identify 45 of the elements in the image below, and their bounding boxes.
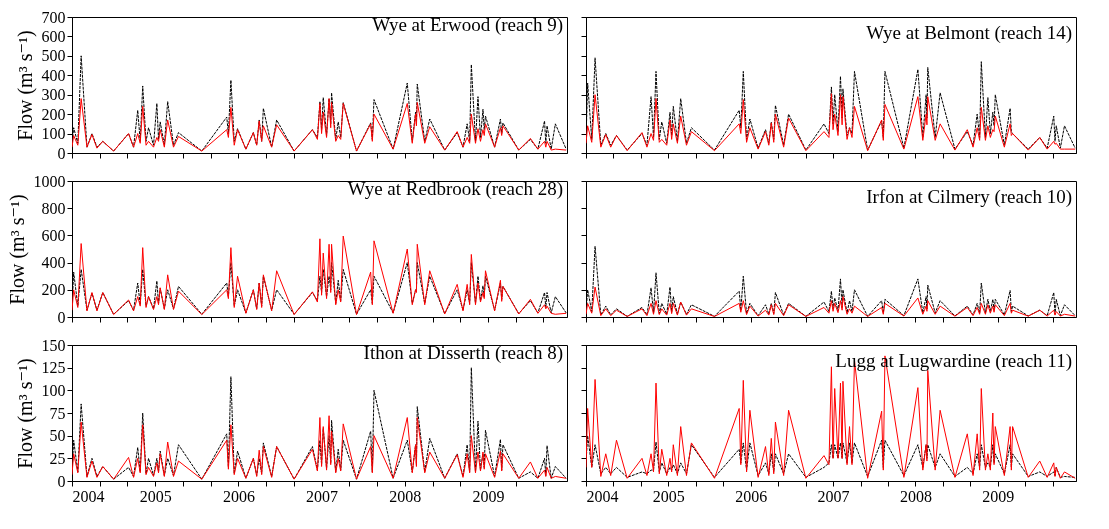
y-tick-label: 50 <box>49 427 66 445</box>
chart-title: Irfon at Cilmery (reach 10) <box>866 185 1072 208</box>
chart-title: Wye at Erwood (reach 9) <box>372 14 563 36</box>
x-tick-label: 2007 <box>817 487 850 505</box>
y-tick-label: 0 <box>57 472 66 490</box>
y-tick-label: 500 <box>41 47 66 65</box>
x-tick-label: 2009 <box>472 487 505 505</box>
line-series <box>72 367 567 480</box>
x-tick-label: 2005 <box>139 487 172 505</box>
y-axis-title: Flow (m³ s⁻¹) <box>5 194 29 305</box>
y-axis-title: Flow (m³ s⁻¹) <box>13 358 37 469</box>
x-tick-label: 2009 <box>982 487 1015 505</box>
y-tick-label: 0 <box>57 308 66 326</box>
line-series <box>72 415 567 480</box>
y-tick-label: 200 <box>41 105 66 123</box>
x-tick-label: 2006 <box>222 487 255 505</box>
y-tick-label: 400 <box>41 66 66 84</box>
y-tick-label: 75 <box>49 404 66 422</box>
y-tick-label: 1000 <box>33 172 66 190</box>
y-tick-label: 400 <box>41 254 66 272</box>
y-tick-label: 800 <box>41 199 66 217</box>
x-tick-label: 2008 <box>389 487 422 505</box>
x-tick-label: 2008 <box>899 487 932 505</box>
y-tick-label: 700 <box>41 8 66 26</box>
x-tick-label: 2007 <box>306 487 339 505</box>
y-tick-label: 150 <box>41 336 66 354</box>
y-tick-label: 200 <box>41 281 66 299</box>
y-tick-label: 100 <box>41 381 66 399</box>
x-tick-label: 2004 <box>72 487 105 505</box>
line-series <box>72 235 567 316</box>
line-series <box>72 98 567 152</box>
y-tick-label: 125 <box>41 359 66 377</box>
y-tick-label: 300 <box>41 86 66 104</box>
x-tick-label: 2006 <box>735 487 768 505</box>
chart-title: Ithon at Disserth (reach 8) <box>363 342 563 364</box>
y-tick-label: 25 <box>49 449 66 467</box>
y-tick-label: 0 <box>57 144 66 162</box>
chart-title: Wye at Belmont (reach 14) <box>866 21 1072 44</box>
y-tick-label: 600 <box>41 226 66 244</box>
y-axis-title: Flow (m³ s⁻¹) <box>13 30 37 141</box>
y-tick-label: 100 <box>41 125 66 143</box>
y-tick-label: 600 <box>41 27 66 45</box>
chart-title: Wye at Redbrook (reach 28) <box>347 178 563 200</box>
x-tick-label: 2005 <box>652 487 685 505</box>
x-tick-label: 2004 <box>586 487 619 505</box>
